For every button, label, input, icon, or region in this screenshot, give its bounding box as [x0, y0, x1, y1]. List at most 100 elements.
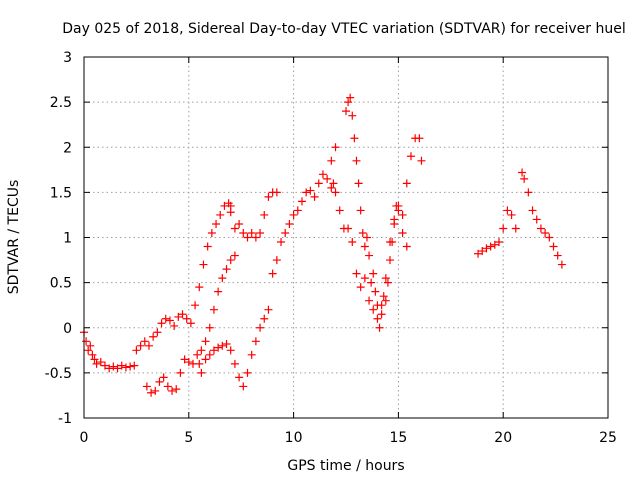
data-point [243, 233, 252, 242]
data-point [398, 210, 407, 219]
data-point [302, 188, 311, 197]
data-point [212, 219, 221, 228]
data-point [323, 174, 332, 183]
data-point [109, 362, 118, 371]
data-point [239, 228, 248, 237]
data-point [247, 228, 256, 237]
data-point [155, 377, 164, 386]
series-arc-1 [80, 328, 139, 373]
x-tick-label: 25 [599, 430, 617, 446]
data-point [289, 210, 298, 219]
data-point [356, 206, 365, 215]
y-tick-label: -1 [58, 411, 72, 427]
data-point [352, 156, 361, 165]
data-point [365, 296, 374, 305]
data-point [549, 242, 558, 251]
data-point [360, 274, 369, 283]
y-tick-label: 0 [63, 321, 72, 337]
data-point [356, 283, 365, 292]
data-point [92, 359, 101, 368]
data-point [358, 228, 367, 237]
series-arc-5 [226, 188, 281, 242]
data-point [170, 321, 179, 330]
data-point [545, 233, 554, 242]
data-point [251, 337, 260, 346]
data-point [285, 219, 294, 228]
data-point [482, 244, 491, 253]
data-point [226, 208, 235, 217]
data-point [314, 179, 323, 188]
x-tick-label: 10 [285, 430, 303, 446]
data-point [165, 316, 174, 325]
data-point [243, 368, 252, 377]
series-arc-10 [518, 168, 566, 269]
data-point [153, 328, 162, 337]
data-point [386, 238, 395, 247]
y-tick-labels: -1 -0.5 0 0.5 1 1.5 2 2.5 3 [45, 50, 72, 427]
data-point [344, 224, 353, 233]
x-tick-label: 20 [494, 430, 512, 446]
data-point [168, 386, 177, 395]
x-tick-label: 15 [389, 430, 407, 446]
data-point [222, 265, 231, 274]
data-point [365, 251, 374, 260]
plot-frame [83, 56, 609, 419]
data-point [144, 341, 153, 350]
data-point [383, 278, 392, 287]
data-point [318, 170, 327, 179]
data-point [205, 350, 214, 359]
data-point [297, 197, 306, 206]
data-point [214, 287, 223, 296]
data-point [375, 323, 384, 332]
series-arc-9 [474, 206, 520, 258]
data-point [474, 249, 483, 258]
y-axis-label: SDTVAR / TECUs [6, 180, 22, 295]
y-tick-label: -0.5 [45, 366, 72, 382]
series-arc-2 [132, 199, 235, 355]
data-point [222, 339, 231, 348]
series-arc-4 [195, 305, 273, 391]
data-point [186, 319, 195, 328]
data-point [193, 350, 202, 359]
data-point [88, 350, 97, 359]
data-point [557, 260, 566, 269]
data-point [191, 301, 200, 310]
data-point [226, 256, 235, 265]
x-tick-labels: 0 5 10 15 20 25 [80, 430, 617, 446]
data-point [329, 179, 338, 188]
data-point [417, 156, 426, 165]
data-point [367, 278, 376, 287]
data-point [247, 350, 256, 359]
data-point [96, 358, 105, 367]
data-point [360, 242, 369, 251]
chart-title: Day 025 of 2018, Sidereal Day-to-day VTE… [62, 21, 625, 37]
data-point [205, 323, 214, 332]
data-point [369, 305, 378, 314]
data-point [130, 361, 139, 370]
data-point [272, 188, 281, 197]
data-point [386, 256, 395, 265]
series-arc-6 [268, 143, 340, 278]
data-point [369, 269, 378, 278]
x-tick-label: 0 [80, 430, 89, 446]
data-point [90, 355, 99, 364]
data-point [209, 305, 218, 314]
data-point [381, 274, 390, 283]
data-point [86, 341, 95, 350]
data-point [415, 134, 424, 143]
data-point [348, 238, 357, 247]
data-point [342, 107, 350, 116]
data-point [142, 382, 151, 391]
data-point [216, 210, 225, 219]
data-point [398, 228, 407, 237]
data-point [157, 319, 166, 328]
series-arc-8 [344, 201, 411, 323]
data-point [354, 179, 363, 188]
data-point [178, 310, 187, 319]
data-point [209, 346, 218, 355]
data-point [394, 201, 403, 210]
y-tick-label: 3 [63, 50, 72, 66]
data-point [373, 314, 382, 323]
data-points [80, 93, 566, 397]
